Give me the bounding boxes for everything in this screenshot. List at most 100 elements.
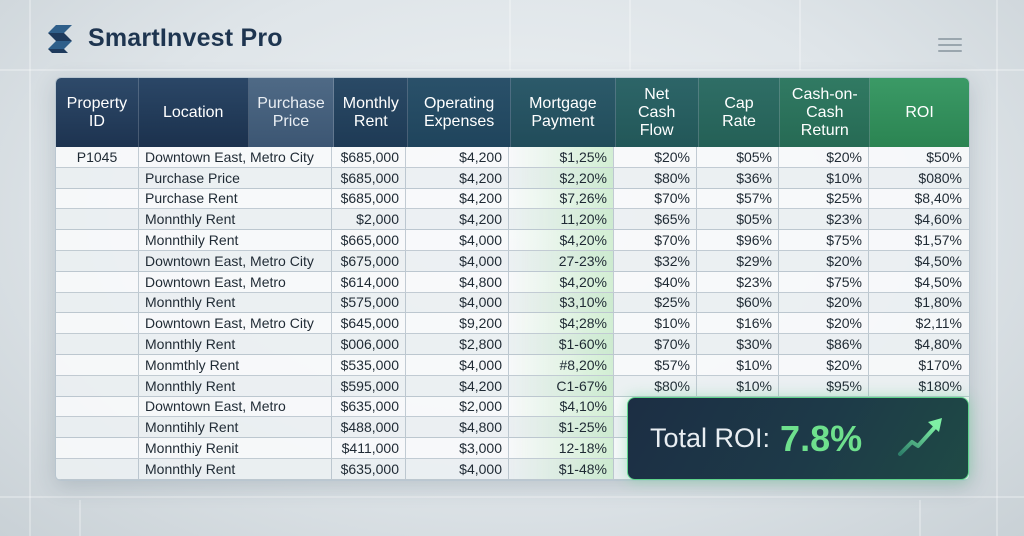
column-header[interactable]: Cash-on- Cash Return xyxy=(780,78,871,147)
table-cell: $25% xyxy=(779,188,869,209)
table-cell: $2,000 xyxy=(332,209,406,230)
table-cell: $675,000 xyxy=(332,250,406,271)
table-row[interactable]: Monnthly Rent $595,000 $4,200 C1-67% $80% $10… xyxy=(56,375,969,397)
column-header[interactable]: Cap Rate xyxy=(698,78,781,147)
table-cell: $20% xyxy=(779,147,869,167)
table-cell: $86% xyxy=(779,334,869,354)
table-row[interactable]: Purchase Rent $685,000 $4,200 $7,26% $70% $57… xyxy=(56,188,969,210)
table-cell xyxy=(56,271,139,292)
table-cell: $2,000 xyxy=(406,396,509,417)
table-cell: $10% xyxy=(697,354,779,375)
table-cell: $595,000 xyxy=(332,375,406,396)
table-cell: $25% xyxy=(614,292,697,313)
brand-name: SmartInvest Pro xyxy=(88,23,283,52)
table-cell: $10% xyxy=(697,375,779,396)
total-roi-card: Total ROI: 7.8% xyxy=(627,397,969,480)
table-cell: $4,60% xyxy=(914,211,962,228)
table-cell: Downtown East, Metro xyxy=(139,271,332,292)
column-header[interactable]: Purchase Price xyxy=(248,78,335,147)
table-cell: $57% xyxy=(697,188,779,209)
table-cell: $7,26% xyxy=(509,188,614,209)
table-cell: $8,40% xyxy=(914,190,962,207)
table-cell: Downtown East, Metro City xyxy=(139,250,332,271)
table-cell: $57% xyxy=(614,354,697,375)
table-cell: Monnthiy Renit xyxy=(139,438,332,458)
table-cell: $1,25% xyxy=(509,147,614,167)
table-row[interactable]: Downtown East, Metro $614,000 $4,800 $4,20%… xyxy=(56,271,969,293)
table-cell xyxy=(56,417,139,438)
table-cell: $29% xyxy=(697,250,779,271)
table-cell: $4,80% xyxy=(914,336,962,353)
hamburger-menu-icon[interactable] xyxy=(938,38,962,52)
table-header: Property ID Location Purchase Price Monthly… xyxy=(56,78,969,147)
table-row[interactable]: Monnthly Rent $2,000 $4,200 11,20% $65% $05% $… xyxy=(56,209,969,231)
table-cell: $645,000 xyxy=(332,313,406,334)
table-cell: $20% xyxy=(779,313,869,334)
column-header[interactable]: Net Cash Flow xyxy=(615,78,699,147)
table-cell: $05% xyxy=(697,147,779,167)
table-row[interactable]: Monnthly Rent $006,000 $2,800 $1-60% $70% $30… xyxy=(56,334,969,355)
table-row[interactable]: P1045 Downtown East, Metro City $685,000 $4… xyxy=(56,147,969,168)
column-header[interactable]: Location xyxy=(138,78,249,147)
table-cell: 11,20% xyxy=(509,209,614,230)
table-cell: Monntihly Rent xyxy=(139,417,332,438)
table-cell: Monnthly Rent xyxy=(139,292,332,313)
column-header[interactable]: Monthly Rent xyxy=(334,78,409,147)
table-cell: $3,000 xyxy=(406,438,509,458)
table-cell: $2,800 xyxy=(406,334,509,354)
table-cell: $4,200 xyxy=(406,188,509,209)
table-row[interactable]: Monmthly Rent $535,000 $4,000 #8,20% $57% $10… xyxy=(56,354,969,376)
table-cell: Downtown East, Metro City xyxy=(139,147,332,167)
table-cell: $10% xyxy=(779,167,869,188)
table-cell: $170% xyxy=(918,356,962,373)
total-roi-label: Total ROI: xyxy=(650,423,771,453)
table-cell xyxy=(56,292,139,313)
table-cell: $75% xyxy=(779,271,869,292)
table-cell: $4,200 xyxy=(406,167,509,188)
table-row[interactable]: Monnthily Rent $665,000 $4,000 $4,20% $70% $9… xyxy=(56,230,969,251)
table-cell: $685,000 xyxy=(332,147,406,167)
table-cell: $614,000 xyxy=(332,271,406,292)
table-cell: $4,50% xyxy=(914,252,962,269)
table-cell: $70% xyxy=(614,334,697,354)
s-logo-icon xyxy=(48,25,72,53)
table-cell: Monnthily Rent xyxy=(139,230,332,250)
column-header[interactable]: Operating Expenses xyxy=(408,78,512,147)
table-cell: $665,000 xyxy=(332,230,406,250)
table-row[interactable]: Downtown East, Metro City $675,000 $4,000 2… xyxy=(56,250,969,272)
table-cell: Monnthly Rent xyxy=(139,334,332,354)
table-row[interactable]: Downtown East, Metro City $645,000 $9,200 $… xyxy=(56,313,969,335)
table-cell: $4,200 xyxy=(406,147,509,167)
trend-up-arrow-icon xyxy=(898,418,942,456)
table-row[interactable]: Purchase Price $685,000 $4,200 $2,20% $80% $3… xyxy=(56,167,969,189)
table-cell: $1,80% xyxy=(914,294,962,311)
table-row[interactable]: Monnthly Rent $575,000 $4,000 $3,10% $25% $60… xyxy=(56,292,969,314)
column-header[interactable]: Property ID xyxy=(56,78,139,147)
table-cell: $2,11% xyxy=(915,315,962,332)
table-cell: Monnthly Rent xyxy=(139,209,332,230)
table-cell: $75% xyxy=(779,230,869,250)
table-cell: Monmthly Rent xyxy=(139,354,332,375)
table-cell: $535,000 xyxy=(332,354,406,375)
table-cell: Monnthly Rent xyxy=(139,375,332,396)
table-cell: $4,000 xyxy=(406,292,509,313)
table-cell: $4,000 xyxy=(406,458,509,479)
table-cell: $635,000 xyxy=(332,458,406,479)
column-header[interactable]: Mortgage Payment xyxy=(511,78,616,147)
table-cell: $4,10% xyxy=(509,396,614,417)
table-cell: $80% xyxy=(614,167,697,188)
table-cell: $080% xyxy=(918,169,962,186)
table-cell: $1-60% xyxy=(509,334,614,354)
table-cell xyxy=(56,209,139,230)
table-cell: Purchase Rent xyxy=(139,188,332,209)
table-cell: $4,20% xyxy=(509,230,614,250)
total-roi-value: 7.8% xyxy=(780,417,863,459)
table-cell: $1,57% xyxy=(914,232,962,249)
table-cell: $575,000 xyxy=(332,292,406,313)
table-cell: $32% xyxy=(614,250,697,271)
table-cell: $9,200 xyxy=(406,313,509,334)
table-cell: C1-67% xyxy=(509,375,614,396)
table-cell xyxy=(56,438,139,458)
table-cell xyxy=(56,375,139,396)
column-header[interactable]: ROI xyxy=(870,78,969,147)
